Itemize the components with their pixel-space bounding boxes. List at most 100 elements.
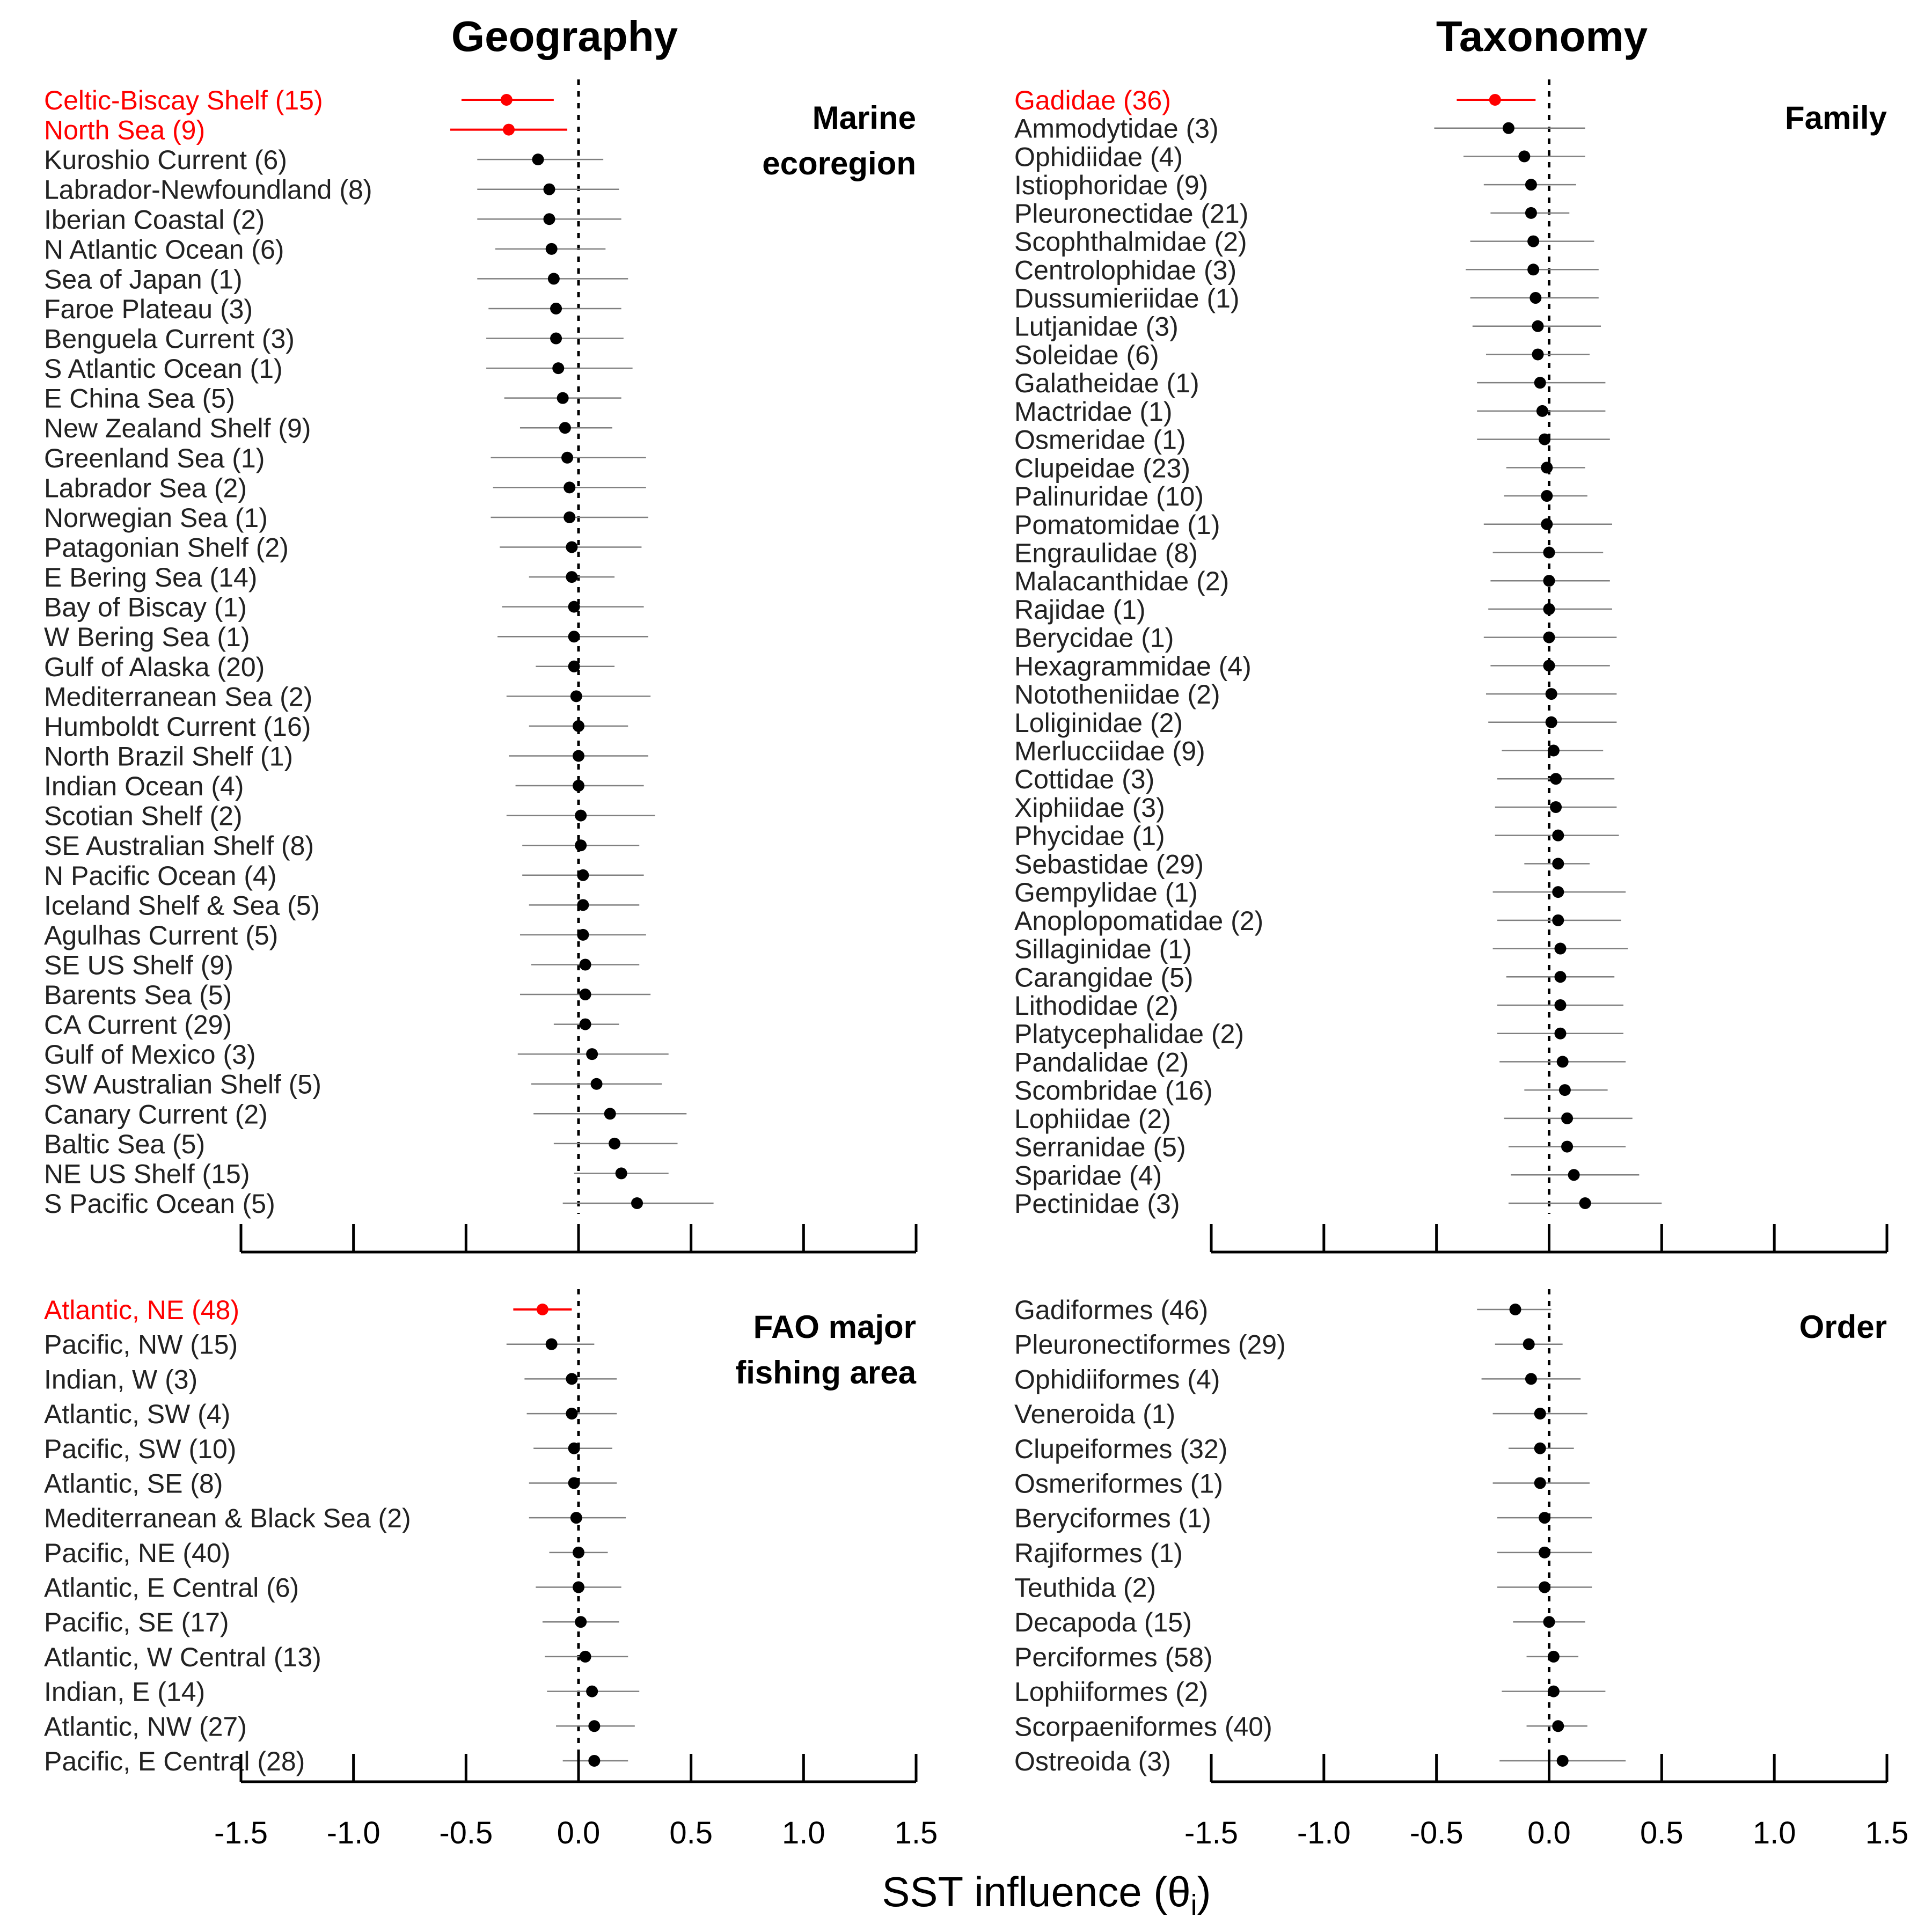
row-label: Lophiidae (2): [1014, 1104, 1171, 1134]
row-label: Barents Sea (5): [44, 980, 232, 1010]
table-row: Labrador Sea (2): [44, 473, 646, 503]
row-label: Atlantic, SE (8): [44, 1468, 223, 1498]
row-label: Loliginidae (2): [1014, 708, 1183, 738]
estimate-point: [573, 1581, 584, 1593]
row-label: Kuroshio Current (6): [44, 145, 287, 175]
estimate-point: [1525, 1373, 1537, 1385]
table-row: Pacific, NW (15): [44, 1330, 595, 1360]
row-label: NE US Shelf (15): [44, 1159, 250, 1189]
panel-family: Family Gadidae (36)Ammodytidae (3)Ophidii…: [1014, 79, 1887, 1219]
row-label: Pleuronectiformes (29): [1014, 1330, 1286, 1360]
tick-label: -0.5: [1410, 1816, 1463, 1850]
row-label: Ostreoida (3): [1014, 1746, 1171, 1776]
estimate-point: [1554, 942, 1567, 955]
tick-label: 0.5: [669, 1816, 713, 1850]
table-row: Gulf of Alaska (20): [44, 652, 615, 682]
estimate-point: [568, 631, 580, 643]
row-label: Atlantic, NE (48): [44, 1295, 239, 1325]
table-row: Lophiiformes (2): [1014, 1677, 1606, 1707]
estimate-point: [577, 928, 589, 941]
estimate-point: [573, 1546, 584, 1558]
row-label: Engraulidae (8): [1014, 538, 1198, 568]
estimate-point: [550, 332, 562, 345]
estimate-point: [1561, 1112, 1574, 1124]
table-row: CA Current (29): [44, 1010, 619, 1040]
estimate-point: [1547, 744, 1560, 757]
estimate-point: [550, 302, 562, 314]
row-label: New Zealand Shelf (9): [44, 413, 311, 443]
table-row: Xiphiidae (3): [1014, 793, 1617, 823]
row-label: Bay of Biscay (1): [44, 592, 247, 623]
table-row: Iceland Shelf & Sea (5): [44, 890, 640, 920]
row-label: Scophthalmidae (2): [1014, 227, 1247, 257]
estimate-point: [1543, 631, 1555, 643]
panel-title: Family: [1785, 100, 1887, 136]
row-label: E China Sea (5): [44, 384, 235, 414]
table-row: Anoplopomatidae (2): [1014, 906, 1621, 936]
estimate-point: [573, 780, 584, 792]
table-row: Rajidae (1): [1014, 595, 1613, 625]
estimate-point: [557, 392, 569, 404]
table-row: Pacific, SE (17): [44, 1607, 619, 1637]
table-row: Canary Current (2): [44, 1099, 687, 1129]
estimate-point: [1502, 122, 1514, 134]
table-row: Greenland Sea (1): [44, 443, 646, 473]
table-row: Pleuronectidae (21): [1014, 199, 1570, 229]
tick-label: 0.5: [1640, 1816, 1684, 1850]
row-label: Cottidae (3): [1014, 764, 1154, 794]
estimate-point: [1543, 603, 1555, 615]
estimate-point: [575, 809, 587, 822]
table-row: Sillaginidae (1): [1014, 934, 1628, 964]
table-row: Sea of Japan (1): [44, 264, 628, 294]
table-row: North Brazil Shelf (1): [44, 741, 648, 771]
table-row: Mactridae (1): [1014, 397, 1606, 427]
estimate-point: [1554, 971, 1567, 983]
tick-label: 1.0: [1753, 1816, 1796, 1850]
row-label: Berycidae (1): [1014, 623, 1174, 653]
row-label: Decapoda (15): [1014, 1607, 1192, 1637]
table-row: Pomatomidae (1): [1014, 510, 1613, 540]
estimate-point: [1534, 1477, 1546, 1489]
table-row: Baltic Sea (5): [44, 1129, 678, 1159]
tick-label: 0.0: [1527, 1816, 1571, 1850]
table-row: Pacific, E Central (28): [44, 1746, 628, 1776]
table-row: Phycidae (1): [1014, 821, 1619, 851]
row-label: Veneroida (1): [1014, 1399, 1175, 1429]
row-label: Beryciformes (1): [1014, 1503, 1211, 1533]
estimate-point: [1543, 546, 1555, 559]
row-label: Gulf of Mexico (3): [44, 1040, 256, 1070]
table-row: Ammodytidae (3): [1014, 114, 1585, 144]
estimate-point: [561, 451, 574, 464]
row-label: Atlantic, SW (4): [44, 1399, 230, 1429]
row-label: SE US Shelf (9): [44, 950, 233, 980]
estimate-point: [570, 1512, 582, 1524]
row-label: Clupeidae (23): [1014, 453, 1190, 483]
estimate-point: [547, 273, 560, 285]
estimate-point: [588, 1720, 601, 1732]
row-label: Atlantic, W Central (13): [44, 1642, 321, 1672]
tick-label: 1.5: [1865, 1816, 1909, 1850]
table-row: Pacific, SW (10): [44, 1434, 612, 1464]
estimate-point: [575, 1616, 587, 1628]
table-row: Atlantic, W Central (13): [44, 1642, 628, 1672]
tick-label: 1.5: [895, 1816, 938, 1850]
estimate-point: [1543, 1616, 1555, 1628]
table-row: Loliginidae (2): [1014, 708, 1617, 738]
table-row: Gulf of Mexico (3): [44, 1040, 669, 1070]
table-row: N Pacific Ocean (4): [44, 861, 644, 891]
panel-title: Order: [1799, 1309, 1887, 1345]
row-label: Indian Ocean (4): [44, 771, 244, 801]
row-label: Merlucciidae (9): [1014, 736, 1205, 766]
table-row: Lithodidae (2): [1014, 991, 1623, 1021]
tick-label: -1.5: [1184, 1816, 1238, 1850]
estimate-point: [1539, 433, 1551, 445]
estimate-point: [1543, 660, 1555, 672]
tick-label: -1.5: [214, 1816, 268, 1850]
estimate-point: [1556, 1056, 1569, 1068]
estimate-point: [1545, 688, 1557, 700]
table-row: Indian Ocean (4): [44, 771, 644, 801]
row-label: W Bering Sea (1): [44, 622, 250, 652]
table-row: Pectinidae (3): [1014, 1189, 1662, 1219]
row-label: Scotian Shelf (2): [44, 801, 243, 831]
